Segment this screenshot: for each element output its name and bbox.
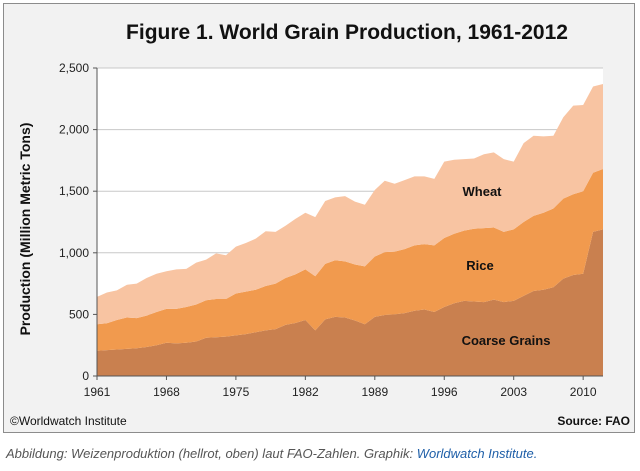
area-wheat xyxy=(97,84,603,325)
area-coarse-grains xyxy=(97,229,603,376)
caption-link[interactable]: Worldwatch Institute. xyxy=(416,446,538,461)
y-tick-label: 1,000 xyxy=(59,246,89,260)
area-series xyxy=(97,84,603,376)
x-tick-label: 1961 xyxy=(84,385,111,399)
chart-svg: Figure 1. World Grain Production, 1961-2… xyxy=(10,21,630,428)
x-tick-labels: 1961 1968 1975 1982 1989 1996 2003 2010 xyxy=(84,376,597,399)
x-tick-label: 1975 xyxy=(223,385,250,399)
series-label-wheat: Wheat xyxy=(463,184,503,199)
x-tick-label: 1968 xyxy=(153,385,180,399)
y-tick-label: 0 xyxy=(82,369,89,383)
x-tick-label: 2010 xyxy=(570,385,597,399)
source-text: Source: FAO xyxy=(557,414,630,428)
y-tick-labels: 0 500 1,000 1,500 2,000 2,500 xyxy=(59,61,97,383)
x-tick-label: 1982 xyxy=(292,385,319,399)
x-tick-label: 1996 xyxy=(431,385,458,399)
y-axis-label: Production (Million Metric Tons) xyxy=(17,123,33,336)
x-tick-label: 1989 xyxy=(361,385,388,399)
x-tick-label: 2003 xyxy=(500,385,527,399)
y-tick-label: 2,500 xyxy=(59,61,89,75)
y-tick-label: 2,000 xyxy=(59,123,89,137)
chart-frame: Figure 1. World Grain Production, 1961-2… xyxy=(3,3,635,433)
area-rice xyxy=(97,169,603,351)
y-tick-label: 500 xyxy=(69,307,89,321)
figure-caption: Abbildung: Weizenproduktion (hellrot, ob… xyxy=(6,446,537,461)
caption-text: Abbildung: Weizenproduktion (hellrot, ob… xyxy=(6,446,417,461)
series-label-rice: Rice xyxy=(466,258,493,273)
chart-title: Figure 1. World Grain Production, 1961-2… xyxy=(126,21,568,44)
series-label-coarse-grains: Coarse Grains xyxy=(462,333,551,348)
copyright-text: ©Worldwatch Institute xyxy=(10,414,127,428)
axes xyxy=(96,68,603,377)
y-tick-label: 1,500 xyxy=(59,184,89,198)
